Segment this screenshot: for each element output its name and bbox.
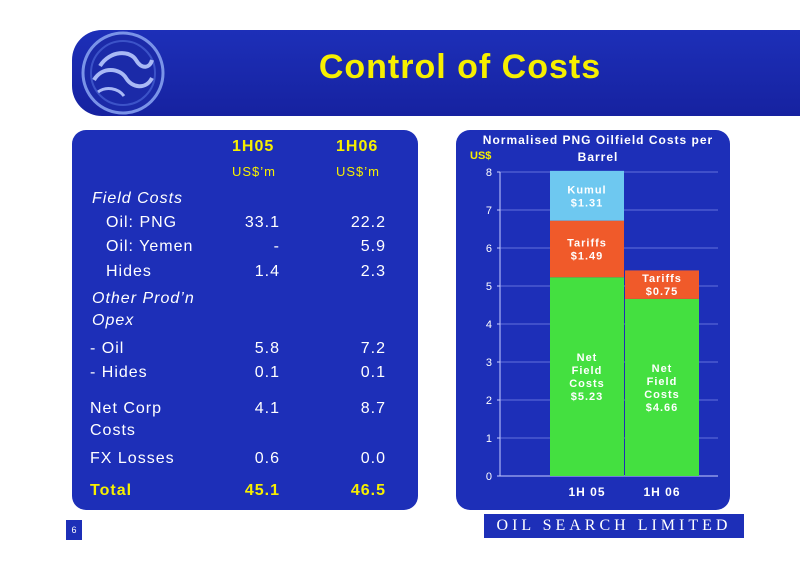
y-tick-label-0: 0 — [486, 471, 492, 483]
value-oil-opex-1h05: 5.8 — [254, 340, 280, 357]
bar-label-tariffs-0-1: $1.49 — [571, 250, 604, 262]
bar-label-tariffs-0-0: Tariffs — [567, 237, 607, 249]
row-label-net-corp: Net Corp — [90, 400, 163, 417]
x-tick-label-1: 1H 06 — [643, 485, 680, 499]
value-oil-yemen-1h05: - — [273, 238, 280, 255]
value-oil-png-1h05: 33.1 — [244, 214, 280, 231]
y-tick-label-7: 7 — [486, 205, 492, 217]
chart-title: Normalised PNG Oilfield Costs per Barrel — [482, 133, 714, 164]
bar-label-net-field-costs-0-2: Costs — [569, 378, 605, 390]
bar-label-net-field-costs-1-3: $4.66 — [646, 402, 679, 414]
row-label-opex: Opex — [92, 312, 135, 329]
y-tick-label-1: 1 — [486, 433, 492, 445]
bar-net-field-costs-1h06 — [625, 298, 699, 476]
y-tick-label-4: 4 — [486, 319, 492, 331]
value-total-1h05: 45.1 — [244, 482, 280, 499]
page-number: 6 — [66, 520, 82, 540]
title-banner — [72, 30, 800, 116]
bar-label-net-field-costs-1-1: Field — [647, 376, 678, 388]
value-oil-opex-1h06: 7.2 — [360, 340, 386, 357]
row-label-field-costs: Field Costs — [92, 190, 184, 207]
row-label-hides-opex: - Hides — [90, 364, 148, 381]
value-net-corp-1h05: 4.1 — [254, 400, 280, 417]
value-hides-1h05: 1.4 — [254, 263, 280, 280]
value-hides-opex-1h05: 0.1 — [254, 364, 280, 381]
column-header-1h05: 1H05 — [232, 138, 275, 155]
row-label-costs: Costs — [90, 422, 136, 439]
unit-label-1h06: US$’m — [336, 164, 381, 179]
stacked-bar-chart: 012345678NetFieldCosts$5.23Tariffs$1.49K… — [486, 167, 718, 499]
oil-search-logo — [81, 31, 165, 115]
bar-net-field-costs-1h05 — [550, 277, 624, 476]
bar-label-net-field-costs-1-0: Net — [652, 363, 673, 375]
row-label-oil: - Oil — [90, 340, 125, 357]
value-fx-losses-1h05: 0.6 — [254, 450, 280, 467]
value-hides-opex-1h06: 0.1 — [360, 364, 386, 381]
bar-tariffs-1h06 — [625, 270, 699, 299]
cost-table-panel — [72, 130, 418, 510]
bar-label-tariffs-1-0: Tariffs — [642, 273, 682, 285]
y-tick-label-6: 6 — [486, 243, 492, 255]
bar-label-net-field-costs-0-1: Field — [572, 365, 603, 377]
value-total-1h06: 46.5 — [350, 482, 386, 499]
y-tick-label-2: 2 — [486, 395, 492, 407]
row-label-fx-losses: FX Losses — [90, 450, 175, 467]
row-label-oil-png: Oil: PNG — [106, 214, 178, 231]
x-tick-label-0: 1H 05 — [568, 485, 605, 499]
y-tick-label-5: 5 — [486, 281, 492, 293]
bar-label-net-field-costs-0-3: $5.23 — [571, 391, 604, 403]
bar-label-net-field-costs-1-2: Costs — [644, 389, 680, 401]
y-tick-label-8: 8 — [486, 167, 492, 179]
value-fx-losses-1h06: 0.0 — [360, 450, 386, 467]
unit-label-1h05: US$’m — [232, 164, 277, 179]
value-oil-png-1h06: 22.2 — [350, 214, 386, 231]
slide-title: Control of Costs — [318, 48, 602, 86]
bar-label-tariffs-1-1: $0.75 — [646, 286, 679, 298]
value-hides-1h06: 2.3 — [360, 263, 386, 280]
bar-tariffs-1h05 — [550, 220, 624, 278]
value-net-corp-1h06: 8.7 — [360, 400, 386, 417]
row-label-other-prodn: Other Prod’n — [92, 290, 195, 307]
row-label-oil-yemen: Oil: Yemen — [106, 238, 194, 255]
column-header-1h06: 1H06 — [336, 138, 379, 155]
value-oil-yemen-1h06: 5.9 — [360, 238, 386, 255]
row-label-total: Total — [90, 482, 133, 499]
bar-label-kumul-0-0: Kumul — [567, 184, 606, 196]
y-tick-label-3: 3 — [486, 357, 492, 369]
bar-kumul-1h05 — [550, 170, 624, 221]
chart-y-axis-label: US$ — [470, 150, 492, 162]
row-label-hides: Hides — [106, 263, 152, 280]
bar-label-net-field-costs-0-0: Net — [577, 352, 598, 364]
bar-label-kumul-0-1: $1.31 — [571, 197, 604, 209]
company-name: OIL SEARCH LIMITED — [484, 514, 744, 538]
